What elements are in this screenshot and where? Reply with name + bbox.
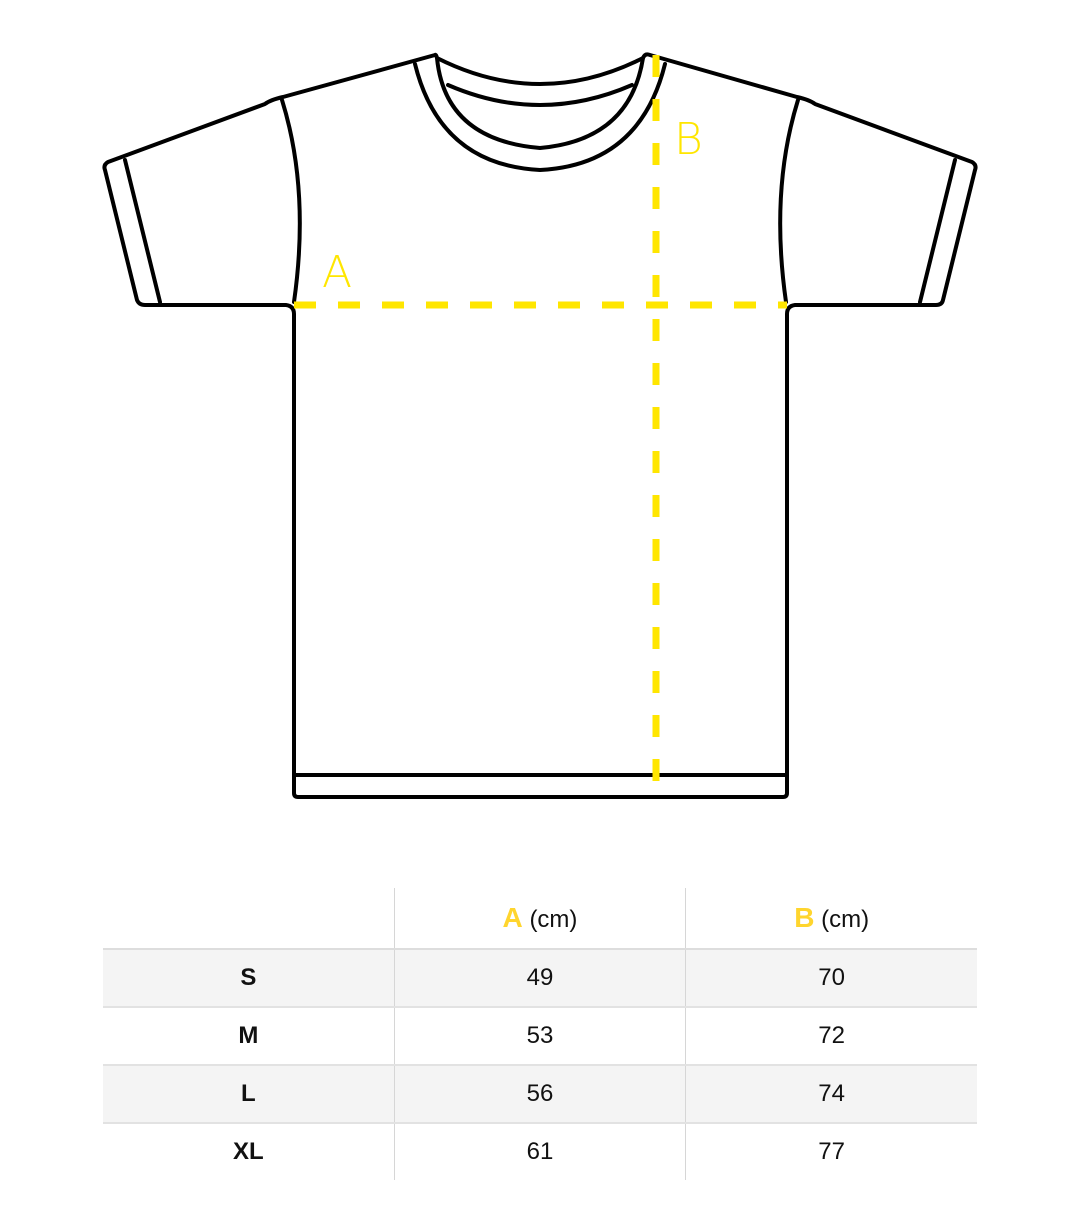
b-cell: 70 [685, 949, 977, 1008]
header-b: B (cm) [685, 888, 977, 950]
table-row: M 53 72 [103, 1007, 977, 1066]
header-key: B [794, 902, 815, 933]
size-cell: XL [232, 1138, 264, 1165]
right-cuff-line [918, 158, 957, 304]
right-sleeve-seam [778, 98, 800, 304]
shirt-outline [102, 52, 978, 799]
a-cell: 61 [393, 1123, 686, 1180]
header-unit: (cm) [529, 906, 578, 933]
measure-a-label: A [322, 247, 352, 298]
measure-b-label: B [674, 114, 703, 165]
collar-back [446, 83, 634, 107]
b-cell: 72 [685, 1007, 977, 1066]
a-cell: 56 [393, 1065, 686, 1124]
size-cell: L [103, 1065, 395, 1124]
tshirt-diagram: A B [102, 52, 978, 800]
table-row: S 49 70 [103, 949, 977, 1008]
b-cell: 77 [685, 1123, 977, 1180]
size-cell: S [103, 949, 395, 1008]
b-cell: 74 [685, 1065, 977, 1124]
table-header: A (cm) B (cm) [103, 888, 977, 950]
size-table: A (cm) B (cm) S 49 70 M 53 72 L 56 74 XL… [103, 888, 977, 1180]
left-cuff-line [123, 158, 162, 304]
header-key: A [502, 902, 523, 933]
header-size [103, 888, 395, 950]
a-cell: 49 [393, 949, 686, 1008]
header-unit: (cm) [821, 906, 870, 933]
collar-outer [413, 62, 667, 172]
table-row: XL 61 77 [103, 1123, 977, 1180]
collar-inner [435, 56, 645, 150]
header-a: A (cm) [393, 888, 686, 950]
table-row: L 56 74 [103, 1065, 977, 1124]
a-cell: 53 [393, 1007, 686, 1066]
left-sleeve-seam [280, 98, 302, 304]
size-cell: M [103, 1007, 395, 1066]
